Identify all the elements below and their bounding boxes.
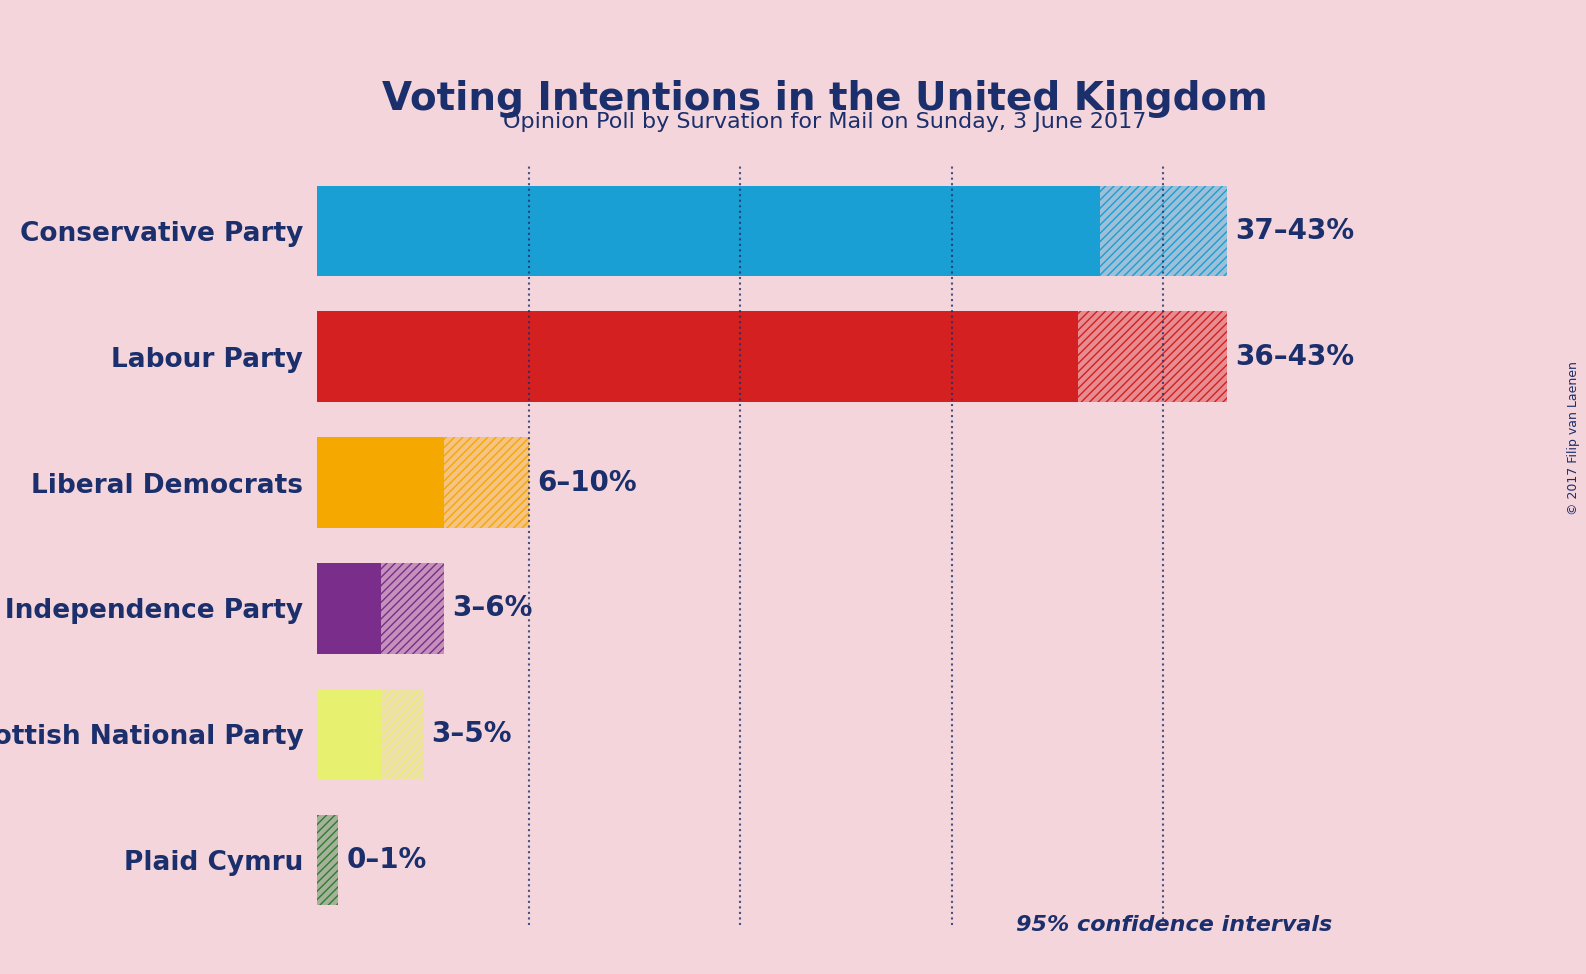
Text: 95% confidence intervals: 95% confidence intervals <box>1017 915 1332 935</box>
Bar <box>317 186 1099 277</box>
Bar <box>317 814 338 905</box>
Bar <box>1099 186 1226 277</box>
Text: 3–5%: 3–5% <box>431 720 512 748</box>
Bar <box>1078 312 1226 402</box>
Title: Voting Intentions in the United Kingdom: Voting Intentions in the United Kingdom <box>382 80 1267 118</box>
Bar <box>317 689 381 779</box>
Text: © 2017 Filip van Laenen: © 2017 Filip van Laenen <box>1567 361 1580 515</box>
Bar <box>317 312 1078 402</box>
Text: 36–43%: 36–43% <box>1235 343 1354 371</box>
Bar <box>1099 186 1226 277</box>
Bar <box>444 437 528 528</box>
Bar <box>1078 312 1226 402</box>
Text: 6–10%: 6–10% <box>538 468 636 497</box>
Bar <box>317 814 338 905</box>
Bar <box>381 689 423 779</box>
Bar <box>317 563 381 654</box>
Text: 37–43%: 37–43% <box>1235 217 1354 245</box>
Text: 0–1%: 0–1% <box>347 845 427 874</box>
Bar <box>317 437 444 528</box>
Bar <box>444 437 528 528</box>
Bar <box>381 563 444 654</box>
Text: 3–6%: 3–6% <box>452 594 533 622</box>
Bar <box>381 689 423 779</box>
Bar <box>381 563 444 654</box>
Text: Opinion Poll by Survation for Mail on Sunday, 3 June 2017: Opinion Poll by Survation for Mail on Su… <box>503 112 1147 132</box>
